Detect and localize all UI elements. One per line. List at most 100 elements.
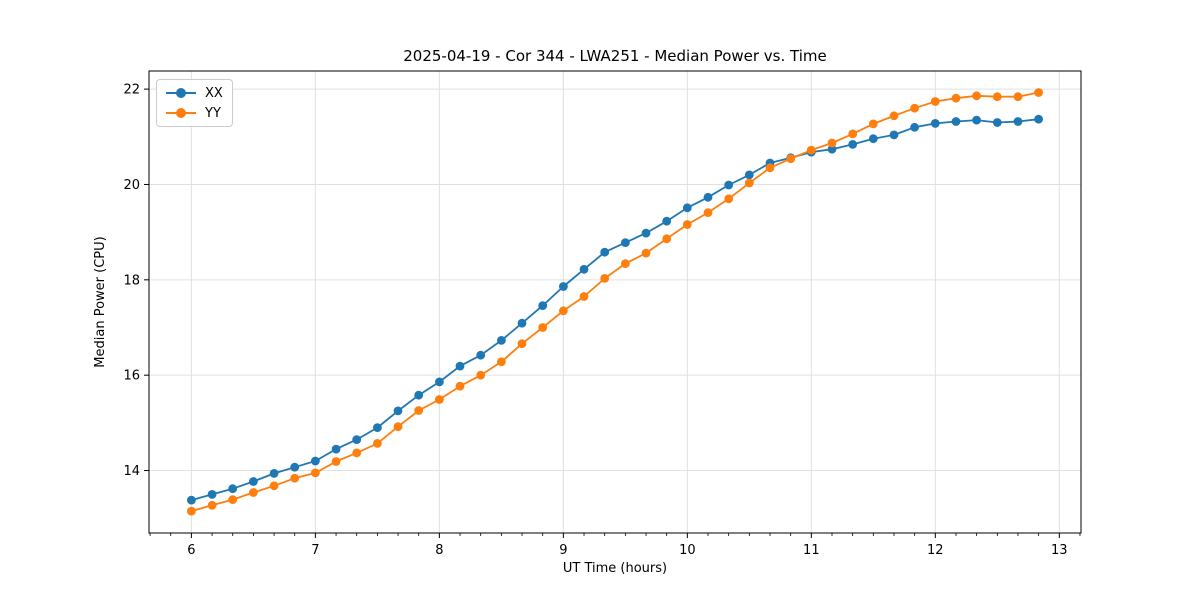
- data-point-yy: [1034, 88, 1043, 97]
- x-tick-label: 10: [679, 543, 696, 558]
- data-point-xx: [579, 264, 589, 274]
- chart-title: 2025-04-19 - Cor 344 - LWA251 - Median P…: [403, 47, 827, 65]
- data-point-yy: [373, 439, 382, 448]
- data-point-xx: [951, 117, 961, 126]
- series-line-xx: [191, 118, 1039, 501]
- x-tick-label: 11: [803, 543, 820, 558]
- data-point-xx: [600, 247, 610, 257]
- y-tick-label: 20: [123, 178, 140, 193]
- data-point-xx: [455, 361, 465, 371]
- y-tick-label: 16: [123, 369, 140, 384]
- data-point-yy: [992, 92, 1002, 102]
- data-point-xx: [848, 140, 858, 149]
- y-axis-label: Median Power (CPU): [93, 236, 108, 367]
- data-point-yy: [662, 234, 672, 244]
- data-point-xx: [435, 377, 444, 387]
- data-point-yy: [848, 129, 858, 139]
- data-point-xx: [910, 122, 919, 132]
- data-point-xx: [269, 469, 279, 478]
- data-point-xx: [290, 462, 300, 472]
- y-tick-label: 18: [123, 273, 140, 288]
- legend-line-sample-xx: [166, 88, 196, 98]
- data-point-xx: [724, 180, 734, 190]
- data-point-xx: [889, 130, 899, 140]
- data-point-xx: [476, 350, 486, 360]
- data-point-yy: [600, 274, 610, 283]
- data-point-xx: [930, 119, 940, 128]
- x-axis-label: UT Time (hours): [563, 561, 667, 576]
- data-point-yy: [311, 468, 320, 478]
- x-tick-label: 9: [559, 543, 567, 558]
- data-point-xx: [393, 406, 403, 416]
- y-tick-label: 22: [123, 83, 140, 98]
- data-point-xx: [827, 144, 837, 154]
- legend: XX YY: [156, 79, 233, 127]
- data-point-xx: [187, 495, 196, 505]
- data-point-xx: [641, 228, 651, 238]
- data-point-yy: [497, 357, 506, 367]
- data-point-yy: [228, 495, 238, 504]
- data-point-xx: [1034, 114, 1043, 124]
- legend-marker-xx: [176, 88, 186, 98]
- axes-frame: [148, 70, 1082, 534]
- data-point-yy: [207, 500, 217, 510]
- legend-item-xx: XX: [166, 84, 223, 102]
- series-layer: [187, 88, 1043, 516]
- data-point-xx: [249, 477, 258, 486]
- data-point-yy: [1013, 92, 1023, 102]
- data-point-xx: [373, 423, 382, 432]
- data-point-yy: [951, 93, 961, 103]
- data-point-xx: [703, 192, 713, 202]
- data-point-xx: [311, 456, 320, 466]
- data-point-yy: [331, 457, 341, 466]
- data-point-xx: [517, 318, 527, 328]
- x-tick-label: 12: [927, 543, 944, 558]
- data-point-yy: [249, 488, 258, 497]
- series-line-yy: [191, 91, 1039, 512]
- data-point-yy: [806, 145, 816, 155]
- data-point-yy: [517, 339, 527, 349]
- data-point-yy: [455, 381, 465, 391]
- data-point-xx: [682, 203, 692, 213]
- x-tick-label: 8: [435, 543, 443, 558]
- y-tick-label: 14: [123, 464, 140, 479]
- data-point-yy: [827, 138, 837, 148]
- data-point-yy: [703, 208, 713, 218]
- data-point-yy: [972, 91, 981, 101]
- data-point-xx: [972, 115, 981, 125]
- data-point-xx: [559, 282, 568, 291]
- data-point-xx: [868, 134, 878, 144]
- data-point-xx: [992, 118, 1002, 127]
- data-point-yy: [269, 481, 279, 491]
- legend-item-yy: YY: [166, 104, 223, 122]
- data-point-yy: [786, 154, 796, 164]
- legend-line-sample-yy: [166, 108, 196, 118]
- data-point-xx: [538, 301, 548, 310]
- data-point-yy: [744, 178, 754, 188]
- data-point-yy: [579, 292, 589, 301]
- data-point-xx: [1013, 117, 1023, 126]
- data-point-xx: [207, 490, 217, 499]
- data-point-yy: [559, 306, 568, 316]
- data-point-xx: [228, 484, 238, 494]
- data-point-xx: [352, 435, 362, 444]
- legend-label-yy: YY: [205, 105, 221, 121]
- axes-layer: 6 7 8 9 10 11 12 13 14 16 18 20 22: [123, 70, 1082, 558]
- data-point-yy: [724, 194, 734, 204]
- x-tick-label: 13: [1051, 543, 1068, 558]
- legend-marker-yy: [176, 108, 186, 118]
- data-point-yy: [476, 370, 486, 380]
- data-point-yy: [621, 259, 630, 268]
- data-point-yy: [930, 97, 940, 106]
- data-point-xx: [744, 170, 754, 180]
- data-point-xx: [497, 336, 506, 345]
- data-point-xx: [621, 238, 630, 248]
- data-point-yy: [414, 406, 424, 415]
- grid-layer: [149, 71, 1081, 533]
- data-point-yy: [889, 111, 899, 121]
- data-point-xx: [331, 444, 341, 454]
- x-tick-label: 6: [187, 543, 195, 558]
- data-point-yy: [435, 395, 444, 404]
